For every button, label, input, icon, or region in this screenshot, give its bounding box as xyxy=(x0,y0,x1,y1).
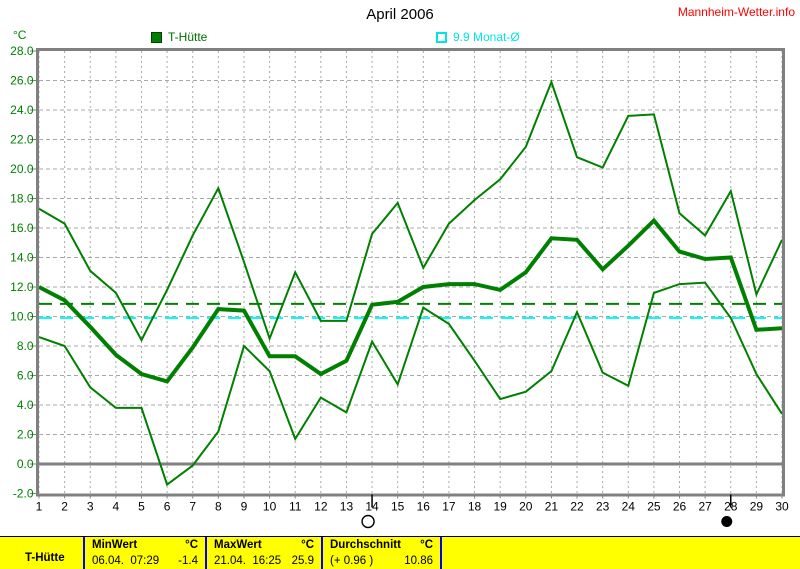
svg-text:15: 15 xyxy=(391,500,405,514)
temp-max-line xyxy=(38,79,783,343)
svg-text:24: 24 xyxy=(622,500,636,514)
table-col-empty xyxy=(442,537,800,569)
svg-text:22.0: 22.0 xyxy=(10,133,34,147)
svg-text:25: 25 xyxy=(647,500,661,514)
svg-text:23: 23 xyxy=(596,500,610,514)
svg-text:13: 13 xyxy=(340,500,354,514)
durchschnitt-value-row: (+ 0.96 ) 10.86 xyxy=(323,554,440,568)
svg-text:2: 2 xyxy=(61,500,68,514)
minwert-header-row: MinWert °C xyxy=(85,538,205,552)
statistics-table: T-Hütte MinWert °C 06.04. 07:29 -1.4 Max… xyxy=(0,536,800,569)
svg-text:30: 30 xyxy=(775,500,789,514)
legend-item-t-huette: T-Hütte xyxy=(151,30,207,44)
full-moon-icon xyxy=(361,514,375,529)
svg-text:9: 9 xyxy=(241,500,248,514)
temp-mean-line xyxy=(38,217,783,384)
table-col-maxwert: MaxWert °C 21.04. 16:25 25.9 xyxy=(207,537,323,569)
page-title: April 2006 xyxy=(366,6,434,23)
temp-min-line xyxy=(38,281,783,487)
new-moon-icon xyxy=(721,516,733,527)
svg-text:16.0: 16.0 xyxy=(10,221,34,235)
minwert-value: -1.4 xyxy=(178,555,198,567)
plot-border xyxy=(36,48,785,497)
station-row: T-Hütte xyxy=(0,551,83,565)
svg-text:10.0: 10.0 xyxy=(10,310,34,324)
table-col-minwert: MinWert °C 06.04. 07:29 -1.4 xyxy=(85,537,207,569)
y-gridlines xyxy=(39,80,782,435)
svg-text:4: 4 xyxy=(113,500,120,514)
durchschnitt-header: Durchschnitt xyxy=(330,539,401,551)
x-axis-labels: 1 2 3 4 5 6 7 8 9 10 11 12 13 14 15 16 17 18 19 20 21 22 23 24 2… xyxy=(36,494,789,514)
station-name: T-Hütte xyxy=(25,551,65,564)
svg-text:11: 11 xyxy=(289,500,302,514)
svg-text:21: 21 xyxy=(545,500,559,514)
maxwert-value: 25.9 xyxy=(291,555,314,567)
svg-text:20.0: 20.0 xyxy=(10,162,34,176)
minwert-header: MinWert xyxy=(92,539,138,551)
svg-text:18: 18 xyxy=(468,500,482,514)
x-gridlines xyxy=(38,51,783,494)
svg-text:0.0: 0.0 xyxy=(17,457,34,471)
maxwert-header: MaxWert xyxy=(214,539,262,551)
svg-text:27: 27 xyxy=(698,500,712,514)
svg-text:6.0: 6.0 xyxy=(17,369,34,383)
maxwert-value-row: 21.04. 16:25 25.9 xyxy=(207,554,321,568)
legend-label-monat-avg: 9.9 Monat-Ø xyxy=(453,30,520,44)
svg-text:17: 17 xyxy=(442,500,456,514)
svg-text:28.0: 28.0 xyxy=(10,44,34,58)
svg-text:24.0: 24.0 xyxy=(10,103,34,117)
svg-text:22: 22 xyxy=(570,500,584,514)
svg-text:2.0: 2.0 xyxy=(17,428,34,442)
legend-item-monat-avg: 9.9 Monat-Ø xyxy=(436,30,520,44)
svg-text:28: 28 xyxy=(724,500,738,514)
svg-text:18.0: 18.0 xyxy=(10,192,34,206)
svg-text:19: 19 xyxy=(493,500,507,514)
durchschnitt-value: 10.86 xyxy=(404,555,433,567)
svg-text:10: 10 xyxy=(263,500,277,514)
table-col-station: T-Hütte xyxy=(0,537,85,569)
svg-text:3: 3 xyxy=(87,500,94,514)
svg-text:16: 16 xyxy=(417,500,431,514)
minwert-unit: °C xyxy=(185,539,198,551)
legend-swatch-green-icon xyxy=(151,31,162,43)
svg-text:14.0: 14.0 xyxy=(10,251,34,265)
site-link[interactable]: Mannheim-Wetter.info xyxy=(677,5,795,19)
svg-text:-2.0: -2.0 xyxy=(13,487,34,501)
svg-text:6: 6 xyxy=(164,500,171,514)
svg-text:8: 8 xyxy=(215,500,222,514)
minwert-datetime: 06.04. 07:29 xyxy=(92,555,160,567)
maxwert-datetime: 21.04. 16:25 xyxy=(214,555,282,567)
moon-markers xyxy=(361,514,733,529)
svg-text:14: 14 xyxy=(365,500,379,514)
svg-text:8.0: 8.0 xyxy=(17,339,34,353)
svg-text:12: 12 xyxy=(314,500,328,514)
legend-swatch-cyan-icon xyxy=(436,31,447,43)
table-col-durchschnitt: Durchschnitt °C (+ 0.96 ) 10.86 xyxy=(323,537,442,569)
y-axis-labels: 28.0 26.0 24.0 22.0 20.0 18.0 16.0 14.0 12.0 10.0… xyxy=(10,44,37,501)
svg-text:26: 26 xyxy=(673,500,687,514)
svg-text:29: 29 xyxy=(750,500,764,514)
y-axis-unit-label: °C xyxy=(13,28,27,42)
temperature-chart: 28.026.024.022.020.018.016.014.012.010.0… xyxy=(10,44,789,529)
minwert-value-row: 06.04. 07:29 -1.4 xyxy=(85,554,205,568)
maxwert-header-row: MaxWert °C xyxy=(207,538,321,552)
svg-text:4.0: 4.0 xyxy=(17,398,34,412)
durchschnitt-header-row: Durchschnitt °C xyxy=(323,538,440,552)
svg-text:1: 1 xyxy=(36,500,43,514)
durchschnitt-unit: °C xyxy=(420,539,433,551)
maxwert-unit: °C xyxy=(301,539,314,551)
svg-text:20: 20 xyxy=(519,500,533,514)
svg-text:5: 5 xyxy=(138,500,145,514)
svg-text:12.0: 12.0 xyxy=(10,280,34,294)
durchschnitt-anomaly: (+ 0.96 ) xyxy=(330,555,374,567)
legend-label-t-huette: T-Hütte xyxy=(168,30,208,44)
svg-text:7: 7 xyxy=(189,500,196,514)
svg-text:26.0: 26.0 xyxy=(10,74,34,88)
